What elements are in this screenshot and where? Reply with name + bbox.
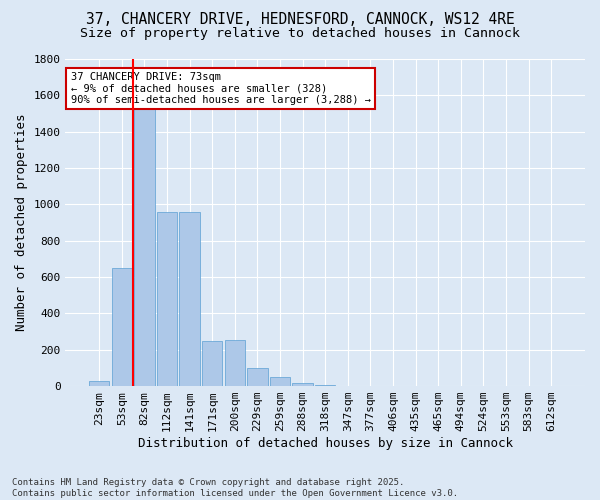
Bar [202, 340, 223, 386]
Bar [179, 212, 200, 386]
Bar [112, 268, 132, 386]
Bar [157, 212, 177, 386]
Text: 37, CHANCERY DRIVE, HEDNESFORD, CANNOCK, WS12 4RE: 37, CHANCERY DRIVE, HEDNESFORD, CANNOCK,… [86, 12, 514, 28]
Text: Size of property relative to detached houses in Cannock: Size of property relative to detached ho… [80, 28, 520, 40]
Bar [247, 368, 268, 386]
Bar [89, 380, 109, 386]
Bar [270, 377, 290, 386]
Text: Contains HM Land Registry data © Crown copyright and database right 2025.
Contai: Contains HM Land Registry data © Crown c… [12, 478, 458, 498]
Bar [292, 384, 313, 386]
Bar [315, 385, 335, 386]
X-axis label: Distribution of detached houses by size in Cannock: Distribution of detached houses by size … [138, 437, 513, 450]
Bar [224, 340, 245, 386]
Y-axis label: Number of detached properties: Number of detached properties [15, 114, 28, 332]
Bar [134, 108, 155, 386]
Text: 37 CHANCERY DRIVE: 73sqm
← 9% of detached houses are smaller (328)
90% of semi-d: 37 CHANCERY DRIVE: 73sqm ← 9% of detache… [71, 72, 371, 106]
